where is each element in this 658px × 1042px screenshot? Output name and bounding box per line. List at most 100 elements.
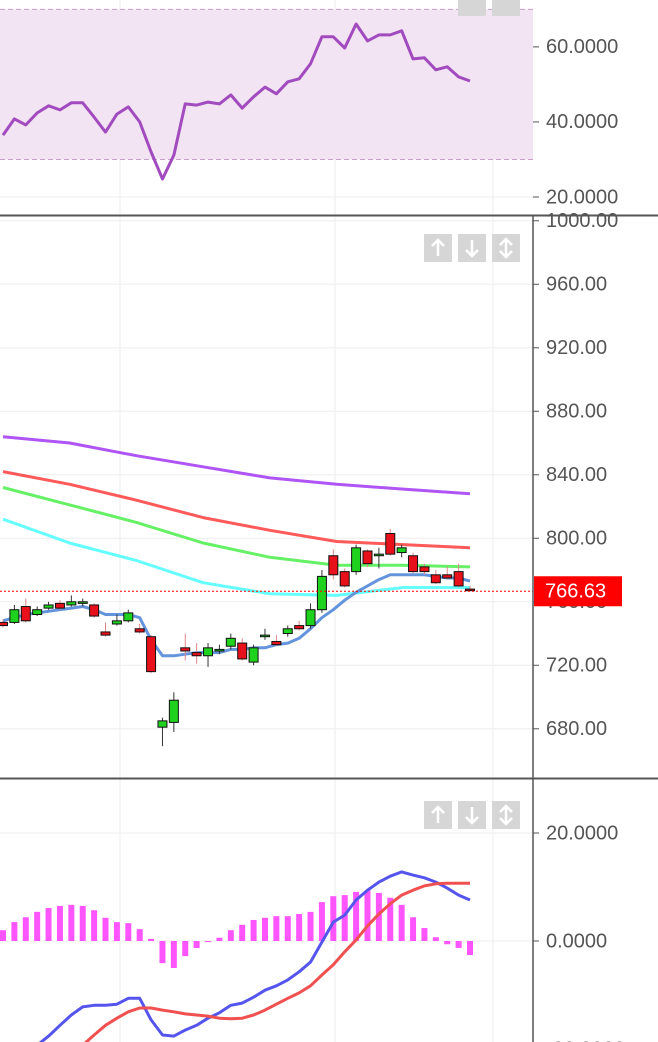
candle-body xyxy=(203,647,214,657)
y-tick-label: 880.00 xyxy=(546,401,607,423)
histogram-bar xyxy=(387,897,394,942)
candle-body xyxy=(271,640,282,646)
plot-layer: 60.000040.000020.00001000.00960.00920.00… xyxy=(0,0,625,1042)
histogram-bar xyxy=(341,895,348,942)
histogram-bar xyxy=(79,905,86,942)
y-tick-label: 720.00 xyxy=(546,655,607,677)
histogram-bar xyxy=(227,930,234,942)
candle-body xyxy=(77,601,88,604)
resize-button[interactable] xyxy=(492,234,520,262)
candle-body xyxy=(408,555,419,573)
candle-body xyxy=(146,636,157,673)
histogram-bar xyxy=(364,890,371,942)
histogram-bar xyxy=(216,937,223,942)
histogram-bar xyxy=(113,922,120,942)
candle-body xyxy=(111,620,122,625)
resize-button[interactable] xyxy=(492,801,520,829)
candle-body xyxy=(237,642,248,660)
candle-body xyxy=(123,612,134,622)
candle-body xyxy=(89,604,100,617)
histogram-bar xyxy=(296,914,303,942)
move-down-button[interactable] xyxy=(458,234,486,262)
panel-buttons xyxy=(424,0,520,829)
candle-body xyxy=(9,609,20,623)
histogram-bar xyxy=(125,923,132,942)
histogram-bar xyxy=(284,916,291,942)
indicator-line xyxy=(1,22,471,181)
histogram-bar xyxy=(250,919,257,942)
histogram-bar xyxy=(353,891,360,942)
indicator-line xyxy=(2,486,471,569)
histogram-bar xyxy=(34,911,41,942)
y-tick-label: 1000.00 xyxy=(546,210,618,232)
histogram-bar xyxy=(56,905,63,942)
candle-body xyxy=(430,574,441,584)
histogram-bar xyxy=(22,917,29,942)
y-tick-label: 840.00 xyxy=(546,464,607,486)
candle-body xyxy=(54,602,65,609)
y-tick-label: 680.00 xyxy=(546,718,607,740)
candle-body xyxy=(32,609,43,615)
histogram-bar xyxy=(148,938,155,942)
move-up-button[interactable] xyxy=(424,234,452,262)
histogram-bar xyxy=(455,941,462,949)
move-down-button[interactable] xyxy=(492,0,520,16)
y-tick-label: -20.0000 xyxy=(546,1038,625,1042)
histogram-bar xyxy=(91,910,98,942)
candle-body xyxy=(465,588,475,592)
indicator-line xyxy=(2,435,471,496)
rsi-band xyxy=(0,9,533,160)
move-up-button[interactable] xyxy=(458,0,486,16)
histogram-bar xyxy=(182,941,189,957)
histogram-bar xyxy=(444,941,451,945)
indicator-line xyxy=(84,881,470,1042)
candle-body xyxy=(248,647,259,663)
histogram-bar xyxy=(68,904,75,942)
indicator-line xyxy=(2,470,471,550)
candle-body xyxy=(191,652,202,657)
candle-body xyxy=(294,625,305,630)
histogram-bar xyxy=(318,902,325,942)
histogram-bar xyxy=(45,908,52,942)
candle-body xyxy=(351,547,362,573)
candle-body xyxy=(328,555,339,576)
candle-body xyxy=(157,720,168,728)
histogram-bar xyxy=(421,928,428,942)
indicator-line xyxy=(38,870,471,1042)
y-tick-label: 20.0000 xyxy=(546,186,618,208)
histogram-bar xyxy=(205,941,212,943)
candle-body xyxy=(316,575,327,611)
candle-body xyxy=(134,628,145,633)
candle-body xyxy=(259,634,270,638)
candle-body xyxy=(419,566,430,573)
histogram-bar xyxy=(398,904,405,942)
histogram-bar xyxy=(307,911,314,942)
candle-body xyxy=(453,571,464,587)
candle-body xyxy=(20,606,31,622)
y-tick-label: 20.0000 xyxy=(546,822,618,844)
move-up-button[interactable] xyxy=(424,801,452,829)
candle-body xyxy=(168,699,179,723)
candle-body xyxy=(339,571,350,587)
candle-body xyxy=(442,574,453,579)
y-tick-label: 40.0000 xyxy=(546,111,618,133)
candle-body xyxy=(180,647,191,652)
last-price-box xyxy=(534,576,622,607)
y-tick-label: 800.00 xyxy=(546,528,607,550)
histogram-bar xyxy=(467,941,473,956)
move-down-button[interactable] xyxy=(458,801,486,829)
histogram-bar xyxy=(432,937,439,942)
candle-body xyxy=(373,553,384,557)
histogram-bar xyxy=(239,924,246,942)
candle-body xyxy=(385,533,396,555)
candle-body xyxy=(43,604,54,609)
indicator-line xyxy=(2,573,471,658)
y-tick-label: 960.00 xyxy=(546,274,607,296)
candle-body xyxy=(0,621,8,627)
indicator-line xyxy=(2,517,470,597)
histogram-bar xyxy=(261,917,268,942)
candle-body xyxy=(214,648,225,652)
histogram-bar xyxy=(273,916,280,942)
